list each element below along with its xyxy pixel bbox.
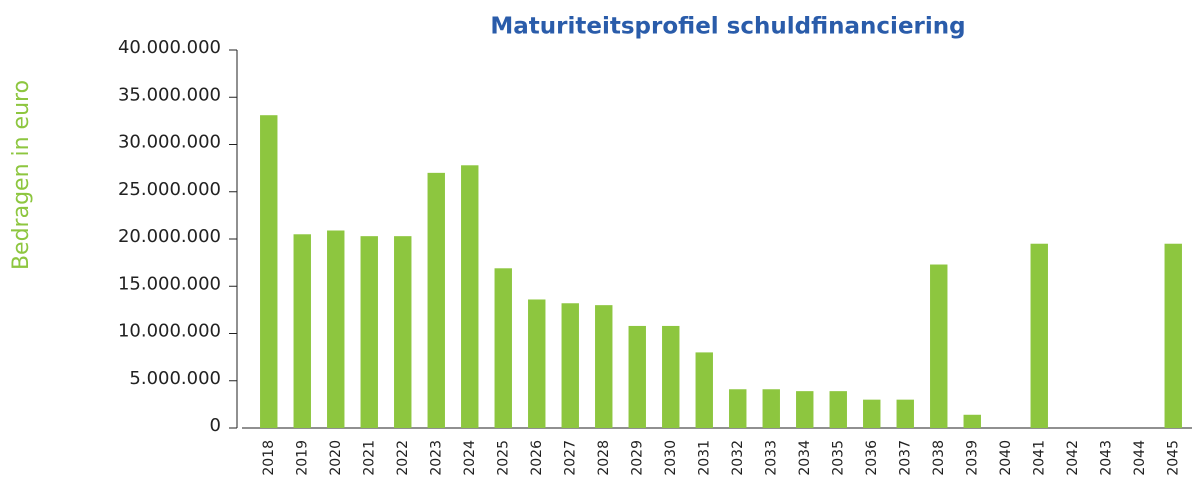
x-tick-label: 2042 xyxy=(1065,440,1081,476)
bar xyxy=(930,264,948,428)
y-tick-label: 5.000.000 xyxy=(129,368,221,389)
x-tick-label: 2031 xyxy=(696,440,712,476)
bar xyxy=(628,325,646,428)
x-tick-label: 2020 xyxy=(328,440,344,476)
bar xyxy=(595,305,613,428)
x-tick-label: 2040 xyxy=(998,440,1014,476)
x-tick-label: 2045 xyxy=(1165,440,1181,476)
bar xyxy=(695,352,713,428)
bar xyxy=(796,391,814,428)
bar xyxy=(1164,243,1182,428)
x-tick-label: 2041 xyxy=(1031,440,1047,476)
x-tick-label: 2022 xyxy=(395,440,411,476)
y-tick-label: 30.000.000 xyxy=(118,132,221,153)
x-tick-label: 2035 xyxy=(830,440,846,476)
bar xyxy=(561,303,579,428)
y-axis-label: Bedragen in euro xyxy=(9,80,34,270)
x-tick-label: 2030 xyxy=(663,440,679,476)
x-tick-label: 2038 xyxy=(931,440,947,476)
bar xyxy=(327,230,345,428)
bar xyxy=(394,236,412,428)
chart-title: Maturiteitsprofiel schuldfinanciering xyxy=(490,14,965,40)
y-tick-label: 35.000.000 xyxy=(118,84,221,105)
bar xyxy=(260,115,278,428)
x-tick-label: 2037 xyxy=(897,440,913,476)
x-tick-label: 2025 xyxy=(495,440,511,476)
x-tick-label: 2028 xyxy=(596,440,612,476)
bar xyxy=(494,268,512,428)
x-tick-label: 2034 xyxy=(797,440,813,476)
bar xyxy=(1030,243,1048,428)
bar xyxy=(461,165,479,429)
bar xyxy=(427,172,445,428)
bar xyxy=(896,399,914,428)
bar xyxy=(729,389,747,428)
y-tick-label: 20.000.000 xyxy=(118,226,221,247)
bar xyxy=(762,389,780,428)
bar xyxy=(360,236,378,428)
x-tick-label: 2018 xyxy=(261,440,277,476)
x-tick-label: 2019 xyxy=(294,440,310,476)
y-tick-label: 10.000.000 xyxy=(118,321,221,342)
x-tick-label: 2023 xyxy=(428,440,444,476)
y-tick-label: 15.000.000 xyxy=(118,273,221,294)
x-tick-label: 2033 xyxy=(763,440,779,476)
x-tick-label: 2026 xyxy=(529,440,545,476)
bar xyxy=(662,325,680,428)
bar xyxy=(963,414,981,428)
x-tick-label: 2032 xyxy=(730,440,746,476)
y-tick-label: 40.000.000 xyxy=(118,37,221,58)
bar xyxy=(829,391,847,428)
bar xyxy=(863,399,881,428)
x-tick-label: 2029 xyxy=(629,440,645,476)
y-tick-label: 0 xyxy=(210,415,221,436)
x-tick-label: 2027 xyxy=(562,440,578,476)
x-tick-label: 2043 xyxy=(1098,440,1114,476)
x-tick-label: 2024 xyxy=(462,440,478,476)
x-tick-label: 2039 xyxy=(964,440,980,476)
x-tick-label: 2021 xyxy=(361,440,377,476)
bar xyxy=(293,234,311,428)
x-tick-label: 2044 xyxy=(1132,440,1148,476)
y-tick-label: 25.000.000 xyxy=(118,179,221,200)
bar xyxy=(528,299,546,428)
x-tick-label: 2036 xyxy=(864,440,880,476)
